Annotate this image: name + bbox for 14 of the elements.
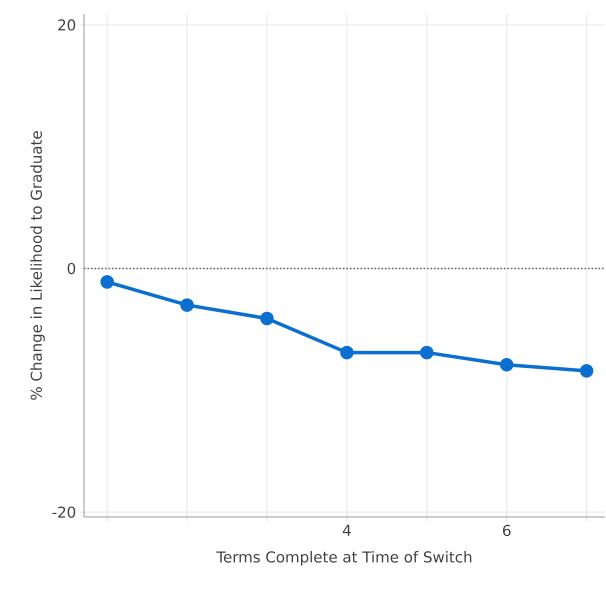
y-tick-label: 0	[68, 262, 76, 274]
point	[260, 312, 274, 326]
x-tick-label: 6	[502, 524, 511, 536]
point	[420, 346, 434, 360]
y-axis-title: % Change in Likelihood to Graduate	[30, 131, 45, 400]
x-axis-title: Terms Complete at Time of Switch	[216, 551, 472, 566]
y-tick-label: 20	[58, 19, 76, 31]
point	[340, 346, 354, 360]
y-tick-label: -20	[52, 506, 76, 518]
point	[180, 298, 194, 312]
x-tick-label: 4	[342, 524, 351, 536]
point	[580, 364, 594, 378]
point	[100, 275, 114, 289]
point	[500, 358, 514, 372]
